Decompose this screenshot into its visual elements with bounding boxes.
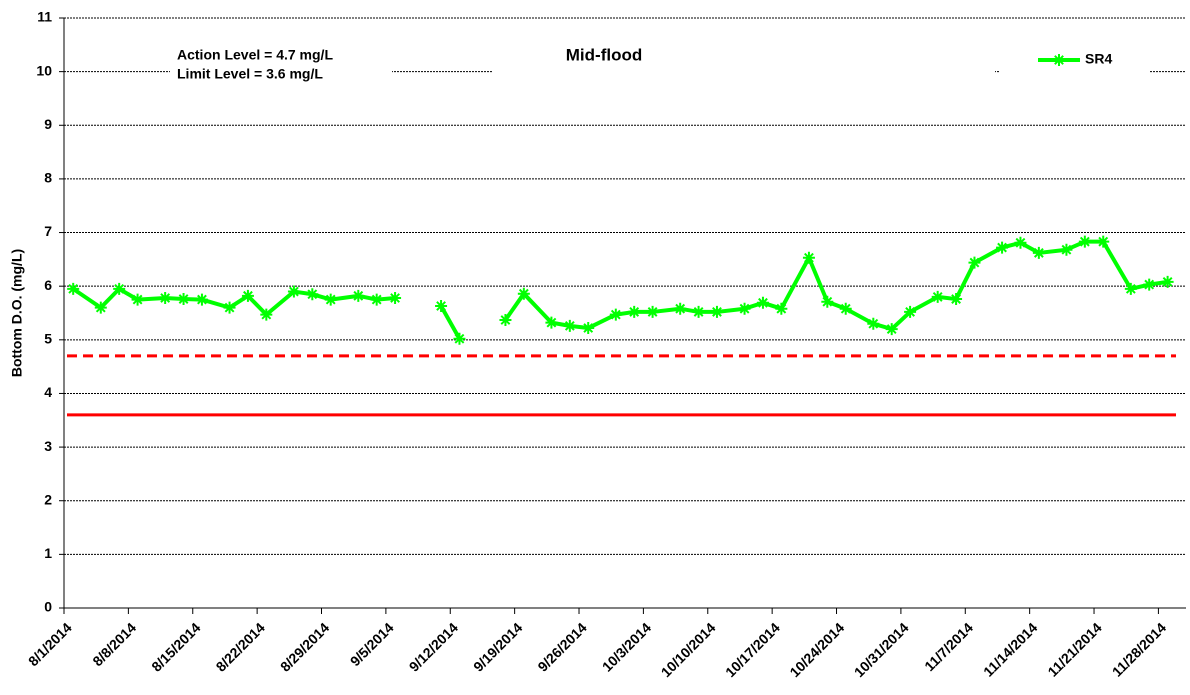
y-tick-label: 2 (44, 491, 52, 507)
data-point (1124, 282, 1137, 295)
data-point (223, 301, 236, 314)
x-tick-label: 10/10/2014 (658, 619, 719, 680)
x-tick-label: 9/12/2014 (406, 619, 462, 675)
data-point (756, 296, 769, 309)
data-point (904, 305, 917, 318)
data-point (821, 295, 834, 308)
y-tick-label: 5 (44, 331, 52, 347)
annotation-bg (170, 44, 392, 84)
data-point (802, 251, 815, 264)
data-point (1097, 235, 1110, 248)
x-tick-label: 10/3/2014 (599, 619, 655, 675)
data-point (453, 332, 466, 345)
data-point (287, 285, 300, 298)
data-point (1143, 278, 1156, 291)
data-point (260, 308, 273, 321)
x-tick-label: 8/22/2014 (213, 619, 269, 675)
y-tick-label: 6 (44, 277, 52, 293)
data-point (1078, 235, 1091, 248)
data-point (1014, 236, 1027, 249)
data-point (517, 287, 530, 300)
y-tick-label: 4 (44, 384, 52, 400)
data-point (950, 293, 963, 306)
data-point (435, 300, 448, 313)
data-point (113, 282, 126, 295)
data-point (324, 293, 337, 306)
x-tick-label: 11/7/2014 (921, 619, 976, 674)
data-point (1161, 275, 1174, 288)
y-tick-label: 8 (44, 170, 52, 186)
data-point (195, 293, 208, 306)
data-point (646, 305, 659, 318)
annotation: Action Level = 4.7 mg/L (177, 47, 333, 63)
data-point (628, 305, 641, 318)
data-point (674, 302, 687, 315)
x-tick-label: 8/29/2014 (277, 619, 333, 675)
chart-title: Mid-flood (566, 45, 642, 64)
data-point (710, 305, 723, 318)
data-point (352, 289, 365, 302)
legend: SR4 (1000, 46, 1150, 74)
data-point (1032, 246, 1045, 259)
data-point (177, 293, 190, 306)
x-tick-label: 9/5/2014 (347, 619, 397, 669)
data-point (306, 288, 319, 301)
x-tick-label: 11/21/2014 (1044, 619, 1104, 679)
x-tick-label: 10/24/2014 (786, 619, 847, 680)
data-point (885, 323, 898, 336)
data-point (241, 289, 254, 302)
x-tick-label: 8/15/2014 (148, 619, 204, 675)
y-tick-label: 1 (44, 545, 52, 561)
data-point (931, 290, 944, 303)
series-line (72, 239, 1168, 340)
data-point (775, 302, 788, 315)
data-point (499, 313, 512, 326)
data-point (563, 319, 576, 332)
data-point (389, 291, 402, 304)
data-point (996, 241, 1009, 254)
y-tick-label: 3 (44, 438, 52, 454)
x-tick-label: 11/14/2014 (980, 619, 1040, 679)
data-point (131, 293, 144, 306)
data-point (692, 305, 705, 318)
legend-marker (1053, 54, 1065, 66)
x-tick-label: 11/28/2014 (1109, 619, 1169, 679)
data-point (370, 293, 383, 306)
data-point (159, 291, 172, 304)
data-point (867, 317, 880, 330)
data-point (1060, 243, 1073, 256)
x-tick-label: 9/19/2014 (470, 619, 526, 675)
data-point (968, 256, 981, 269)
y-tick-label: 11 (37, 9, 52, 25)
x-tick-label: 9/26/2014 (534, 619, 590, 675)
data-point (67, 282, 80, 295)
y-axis-label: Bottom D.O. (mg/L) (9, 249, 25, 377)
x-tick-label: 8/1/2014 (25, 619, 75, 669)
data-point (839, 302, 852, 315)
x-tick-label: 10/31/2014 (851, 619, 912, 680)
x-tick-label: 8/8/2014 (89, 619, 139, 669)
data-point (609, 308, 622, 321)
y-tick-label: 7 (44, 223, 52, 239)
data-point (738, 302, 751, 315)
data-point (545, 316, 558, 329)
legend-label: SR4 (1085, 51, 1112, 67)
y-tick-label: 0 (44, 599, 52, 615)
y-tick-label: 10 (36, 62, 52, 78)
y-tick-label: 9 (44, 116, 52, 132)
data-point (94, 301, 107, 314)
x-tick-label: 10/17/2014 (722, 619, 783, 680)
title-bg (493, 44, 995, 80)
data-point (582, 322, 595, 335)
annotation: Limit Level = 3.6 mg/L (177, 66, 323, 82)
